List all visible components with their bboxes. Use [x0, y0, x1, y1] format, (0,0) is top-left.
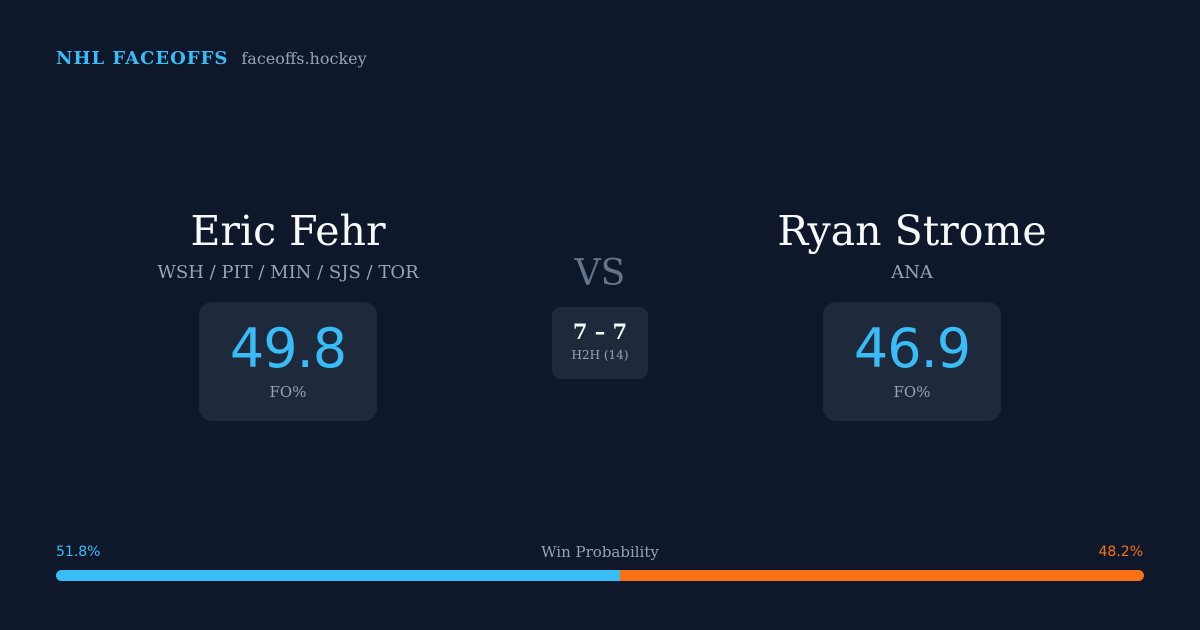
player-right-teams: ANA: [891, 262, 933, 283]
player-left-fo-value: 49.8: [229, 317, 347, 380]
player-left-panel: Eric Fehr WSH / PIT / MIN / SJS / TOR 49…: [68, 204, 508, 421]
player-left-fo-card: 49.8 FO%: [199, 302, 377, 421]
brand-header: NHL FACEOFFS faceoffs.hockey: [56, 48, 367, 69]
win-probability-right-fill: [619, 570, 1144, 581]
player-left-fo-label: FO%: [269, 383, 307, 401]
brand-url: faceoffs.hockey: [241, 49, 367, 68]
win-probability-right-value: 48.2%: [1098, 544, 1143, 560]
player-right-fo-card: 46.9 FO%: [823, 302, 1001, 421]
win-probability-left-fill: [56, 570, 620, 581]
player-right-fo-label: FO%: [893, 383, 931, 401]
versus-label: VS: [574, 253, 626, 294]
player-left-teams: WSH / PIT / MIN / SJS / TOR: [157, 262, 419, 283]
head-to-head-card: 7 – 7 H2H (14): [552, 307, 648, 379]
win-probability-title: Win Probability: [541, 543, 659, 561]
player-right-fo-value: 46.9: [853, 317, 971, 380]
player-right-panel: Ryan Strome ANA 46.9 FO%: [692, 204, 1132, 421]
player-right-name: Ryan Strome: [777, 207, 1047, 255]
head-to-head-record: 7 – 7: [572, 319, 628, 344]
win-probability-left-value: 51.8%: [56, 544, 101, 560]
head-to-head-label: H2H (14): [571, 348, 629, 362]
win-probability-bar: [56, 570, 1144, 581]
brand-name: NHL FACEOFFS: [56, 48, 229, 69]
player-left-name: Eric Fehr: [190, 207, 386, 255]
